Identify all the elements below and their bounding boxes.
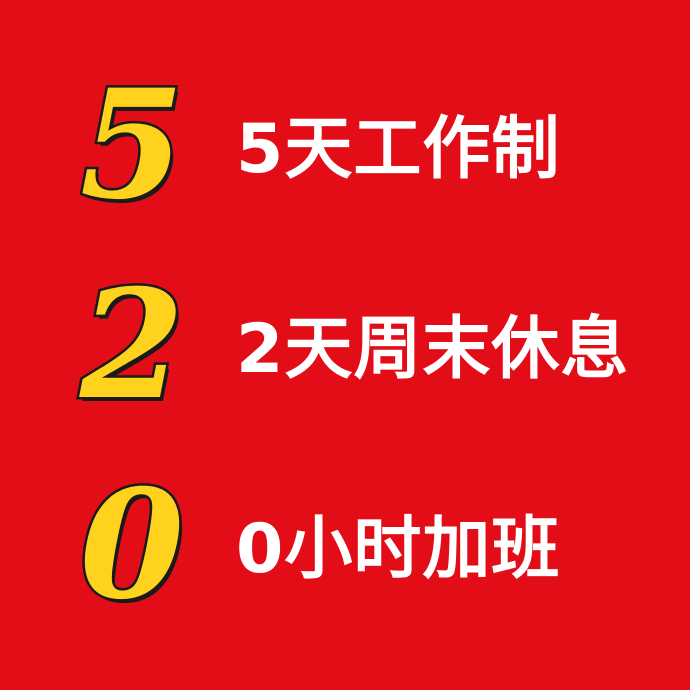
row-caption: 5天工作制 <box>236 110 561 189</box>
big-digit: 2 <box>77 257 186 433</box>
big-digit: 5 <box>77 57 186 233</box>
row-zero-overtime: 0 0小时加班 <box>0 457 690 633</box>
big-digit: 0 <box>77 457 186 633</box>
row-caption: 2天周末休息 <box>236 310 630 389</box>
row-two-day-weekend: 2 2天周末休息 <box>0 257 690 433</box>
row-caption: 0小时加班 <box>236 510 561 589</box>
row-five-day-work: 5 5天工作制 <box>0 57 690 233</box>
